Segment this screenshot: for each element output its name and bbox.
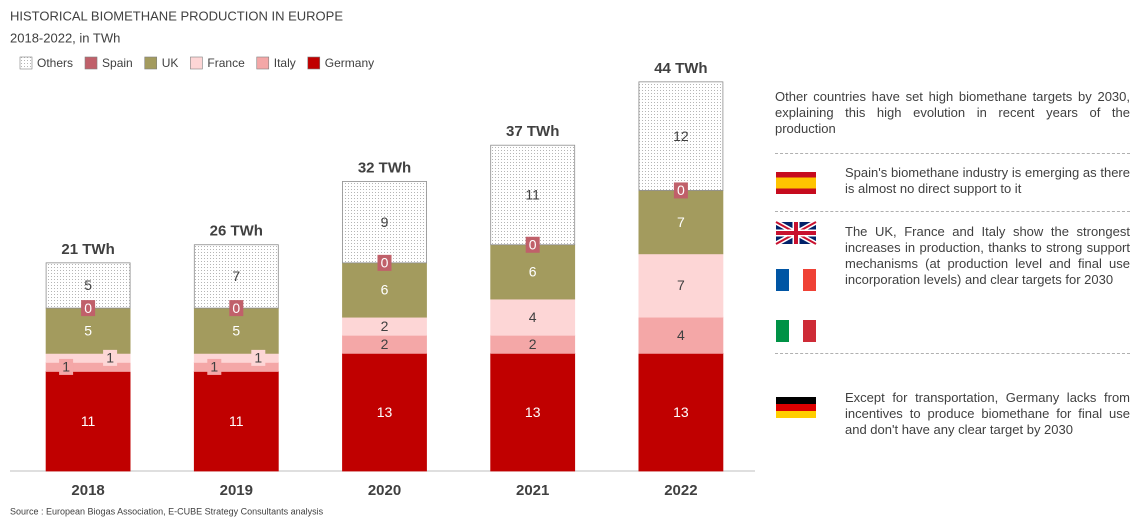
bar-segment	[342, 262, 427, 318]
legend-label: UK	[162, 56, 179, 70]
legend-label: Spain	[102, 56, 133, 70]
data-label: 13	[525, 404, 541, 420]
label-box	[251, 349, 266, 366]
data-label: 0	[381, 255, 389, 271]
data-label: 13	[377, 404, 393, 420]
data-label: 5	[84, 277, 92, 293]
data-label: 2	[381, 336, 389, 352]
flag-spain	[776, 172, 816, 194]
data-label: 12	[673, 128, 689, 144]
data-label: 11	[229, 413, 244, 429]
label-box	[525, 236, 540, 253]
bar-segment	[490, 144, 576, 246]
data-label: 2	[381, 318, 389, 334]
x-tick-label: 2018	[71, 482, 104, 499]
data-label: 7	[677, 277, 685, 293]
note-uk-france-italy: The UK, France and Italy show the strong…	[845, 224, 1130, 287]
x-tick-label: 2022	[664, 482, 697, 499]
legend-swatch	[307, 56, 321, 70]
data-label: 0	[84, 300, 92, 316]
separator	[775, 211, 1130, 212]
data-label: 7	[677, 214, 685, 230]
separator	[775, 153, 1130, 154]
bar-segment	[342, 352, 427, 472]
legend-label: Others	[37, 56, 73, 70]
source: Source : European Biogas Association, E-…	[10, 506, 324, 516]
data-label: 0	[232, 300, 240, 316]
total-label: 37 TWh	[506, 123, 559, 140]
bar-segment	[638, 352, 724, 472]
bar-segment	[193, 352, 279, 363]
x-tick-label: 2020	[368, 482, 401, 499]
bar-segment	[193, 244, 279, 309]
data-label: 0	[677, 182, 685, 198]
label-box	[59, 358, 74, 375]
data-label: 1	[210, 359, 218, 375]
bar-segment	[638, 316, 724, 354]
legend-label: Italy	[274, 56, 296, 70]
bar-segment	[638, 81, 724, 191]
bar-segment	[342, 180, 427, 264]
chart-title: HISTORICAL BIOMETHANE PRODUCTION IN EURO…	[10, 8, 343, 23]
bar-segment	[45, 352, 131, 363]
flag-italy	[776, 320, 816, 342]
data-label: 1	[106, 350, 114, 366]
data-label: 11	[81, 413, 96, 429]
label-box	[207, 358, 222, 375]
total-label: 32 TWh	[358, 159, 411, 176]
data-label: 5	[84, 322, 92, 338]
bar-segment	[193, 361, 279, 372]
legend-swatch	[190, 56, 203, 70]
legend-swatch	[144, 56, 158, 70]
label-box	[103, 349, 118, 366]
data-label: 0	[529, 236, 537, 252]
legend-swatch	[19, 56, 33, 70]
x-tick-label: 2021	[516, 482, 549, 499]
label-box	[673, 182, 688, 199]
total-label: 21 TWh	[61, 241, 114, 258]
bar-segment	[638, 190, 724, 255]
bar-segment	[45, 371, 131, 472]
data-label: 9	[381, 214, 389, 230]
bar-segment	[490, 298, 576, 336]
separator	[775, 353, 1130, 354]
flag-uk	[774, 219, 818, 247]
data-label: 5	[232, 322, 240, 338]
label-box	[377, 254, 392, 271]
bar-segment	[490, 244, 576, 300]
data-label: 4	[677, 327, 685, 343]
total-label: 44 TWh	[654, 60, 707, 77]
total-label: 26 TWh	[210, 223, 263, 240]
legend-swatch	[256, 56, 270, 70]
label-box	[81, 300, 96, 317]
data-label: 6	[381, 282, 389, 298]
legend-label: France	[207, 56, 245, 70]
data-label: 7	[232, 268, 240, 284]
data-label: 13	[673, 404, 689, 420]
legend-label: Germany	[325, 56, 374, 70]
note-germany: Except for transportation, Germany lacks…	[845, 390, 1130, 437]
x-tick-label: 2019	[220, 482, 253, 499]
label-box	[229, 300, 244, 317]
data-label: 2	[529, 336, 537, 352]
note-spain: Spain's biomethane industry is emerging …	[845, 165, 1130, 196]
note-intro: Other countries have set high biomethane…	[775, 89, 1130, 136]
flag-germany	[776, 397, 816, 418]
data-label: 1	[254, 350, 262, 366]
legend-swatch	[84, 56, 98, 70]
chart-subtitle: 2018-2022, in TWh	[10, 30, 120, 45]
bar-segment	[45, 361, 131, 372]
bar-segment	[638, 253, 724, 318]
bar-segment	[193, 371, 279, 472]
data-label: 4	[529, 309, 537, 325]
flag-france	[776, 269, 816, 291]
data-label: 11	[525, 187, 540, 203]
data-label: 1	[62, 359, 70, 375]
data-label: 6	[529, 264, 537, 280]
bar-segment	[490, 352, 576, 472]
